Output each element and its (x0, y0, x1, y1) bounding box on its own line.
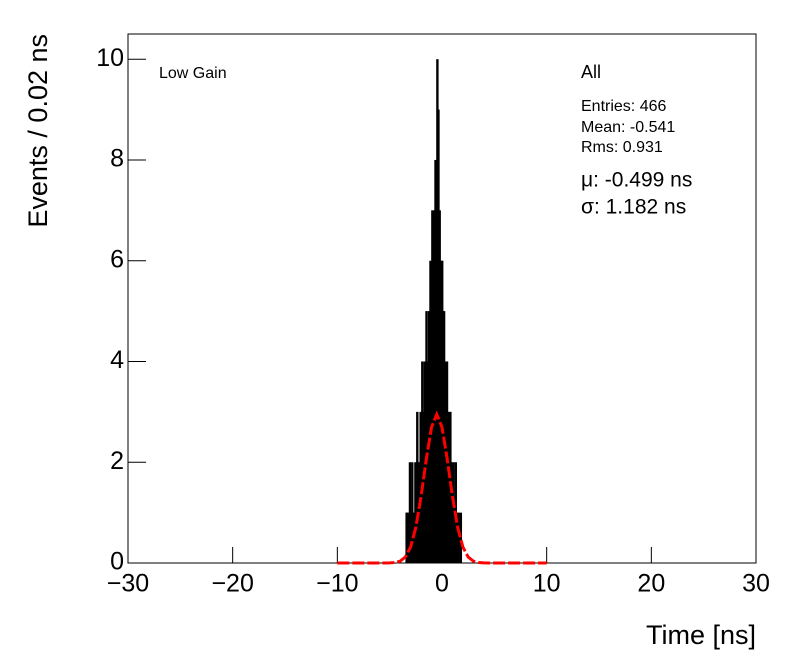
stats-title: All (581, 62, 601, 82)
y-tick-label: 8 (110, 145, 124, 173)
histogram-bar (459, 512, 463, 563)
fit-line: μ: -0.499 ns (581, 169, 692, 192)
histogram-bar (457, 512, 460, 563)
y-tick-label: 6 (110, 245, 124, 273)
x-tick-label: −20 (211, 570, 253, 598)
y-tick-label: 2 (110, 447, 124, 475)
histogram-bar (453, 512, 456, 563)
y-tick-label: 0 (110, 548, 124, 576)
x-tick-label: −30 (107, 570, 149, 598)
stats-line: Rms: 0.931 (581, 139, 663, 156)
histogram-bar (409, 512, 413, 563)
x-tick-label: 10 (533, 570, 561, 598)
histogram-bar (456, 512, 459, 563)
x-tick-label: 0 (435, 570, 449, 598)
histogram-bar (407, 512, 410, 563)
fit-curve (337, 410, 547, 565)
y-tick-label: 4 (110, 346, 124, 374)
y-axis-title: Events / 0.02 ns (23, 34, 53, 228)
stats-line: Mean: -0.541 (581, 119, 675, 136)
x-tick-label: −10 (316, 570, 358, 598)
fit-line: σ: 1.182 ns (581, 196, 686, 219)
x-tick-label: 20 (637, 570, 665, 598)
stats-line: Entries: 466 (581, 98, 666, 115)
y-tick-label: 10 (96, 44, 124, 72)
annotation: Low Gain (159, 65, 227, 82)
x-axis-title: Time [ns] (646, 620, 756, 650)
x-tick-label: 30 (742, 570, 770, 598)
